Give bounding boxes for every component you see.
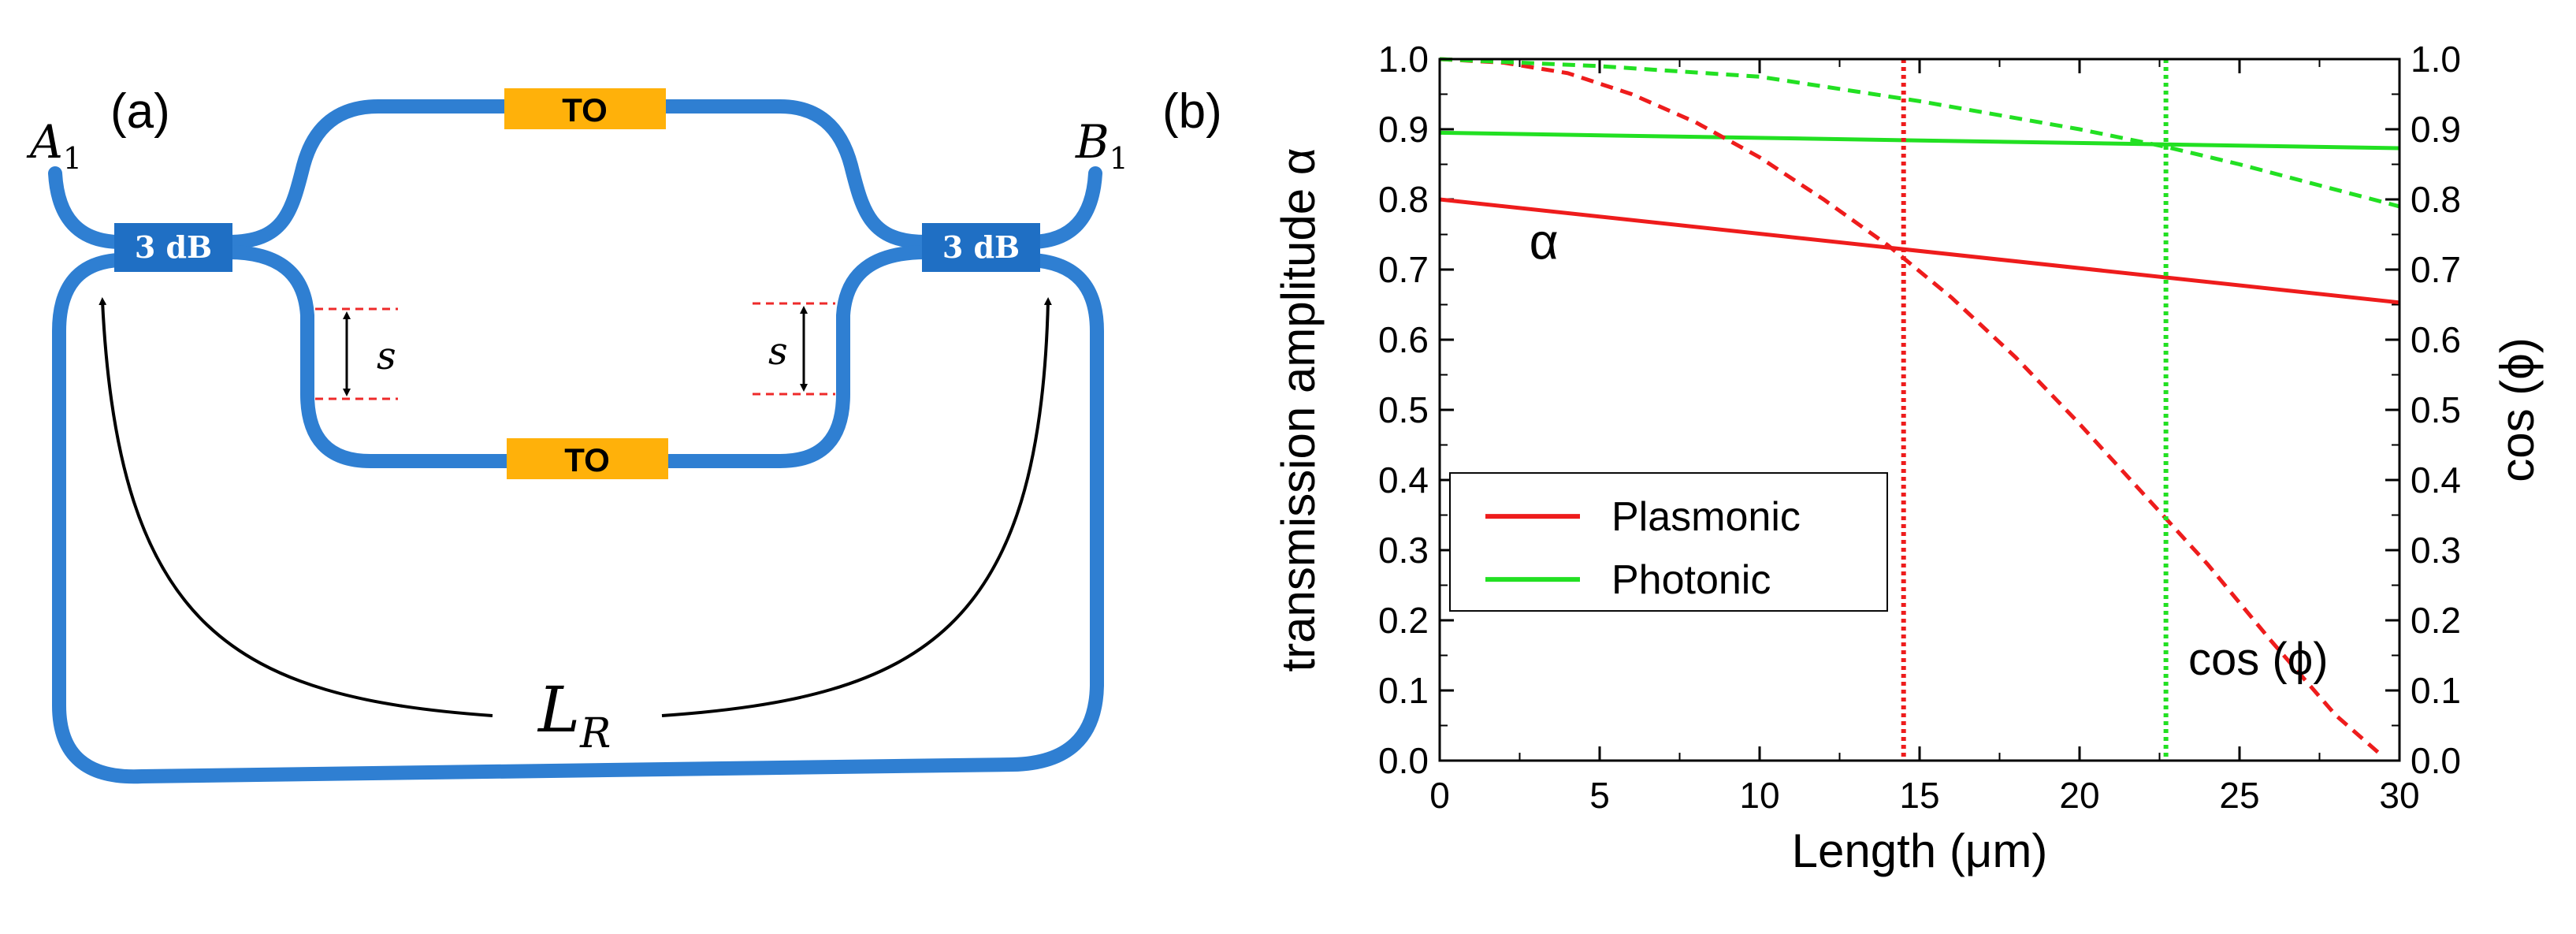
y-tick-label-right: 0.3 [2411, 530, 2461, 571]
coupler-left: 3 dB [114, 223, 232, 272]
y-tick-label-right: 0.6 [2411, 319, 2461, 360]
legend: Plasmonic Photonic [1449, 472, 1888, 612]
series-line-1 [1439, 130, 2400, 151]
offset-marker-right: s [753, 302, 835, 396]
port-b1-label: B1 [1075, 115, 1128, 176]
y-tick-label-right: 0.8 [2411, 179, 2461, 220]
series-line-2 [1439, 57, 2385, 759]
x-tick-label: 20 [2059, 775, 2099, 816]
y-tick-label-left: 0.7 [1378, 249, 1429, 290]
chart-tick-labels: 0 5 10 15 20 25 300.0 0.00.1 0.10.2 0.20.3 0.30.4 0… [1378, 39, 2461, 816]
waveguide-input-a1 [48, 166, 125, 249]
heater-bottom: TO [507, 438, 668, 479]
series-line-0 [1439, 197, 2400, 305]
y-tick-label-left: 0.3 [1378, 530, 1429, 571]
heater-top: TO [504, 88, 666, 129]
offset-label-left: s [377, 334, 396, 378]
legend-entry-plasmonic: Plasmonic [1611, 494, 1801, 540]
y-tick-label-left: 0.0 [1378, 740, 1429, 781]
x-tick-label: 15 [1899, 775, 1939, 816]
y-tick-label-left: 1.0 [1378, 39, 1429, 80]
panel-a-label: (a) [110, 84, 170, 139]
y-tick-label-left: 0.5 [1378, 389, 1429, 430]
y-tick-label-right: 0.1 [2411, 670, 2461, 711]
y-tick-label-right: 0.2 [2411, 600, 2461, 641]
series-line-3 [1439, 57, 2400, 209]
panel-a-schematic: (a) 3 dB 3 dB TO TO [26, 84, 1128, 784]
y-tick-label-right: 0.0 [2411, 740, 2461, 781]
legend-box [1449, 472, 1888, 612]
waveguide-output-b1 [1025, 166, 1102, 249]
port-a1-label: A1 [26, 115, 82, 176]
length-arrow-right [661, 297, 1052, 717]
y-tick-label-left: 0.6 [1378, 319, 1429, 360]
y-tick-label-left: 0.9 [1378, 109, 1429, 150]
chart-series [1439, 57, 2400, 759]
legend-entry-photonic: Photonic [1611, 557, 1771, 603]
offset-marker-left: s [315, 307, 398, 400]
x-axis-title: Length (μm) [1792, 824, 2048, 877]
panel-b-chart: (b) 0 5 10 15 20 25 300.0 0.00.1 0.10.2 0.20.3 0.3… [1162, 39, 2544, 877]
heater-top-label: TO [562, 91, 608, 128]
y-tick-label-left: 0.8 [1378, 179, 1429, 220]
panel-b-label: (b) [1162, 84, 1222, 139]
x-tick-label: 5 [1589, 775, 1610, 816]
x-tick-label: 0 [1429, 775, 1450, 816]
y-tick-label-right: 0.9 [2411, 109, 2461, 150]
coupler-right-label: 3 dB [942, 229, 1020, 265]
y-axis-title-left: transmission amplitude α [1272, 148, 1325, 672]
y-axis-title-right: cos (ϕ) [2491, 337, 2544, 482]
y-tick-label-right: 0.4 [2411, 460, 2461, 500]
x-tick-label: 25 [2219, 775, 2259, 816]
y-tick-label-left: 0.1 [1378, 670, 1429, 711]
y-tick-label-right: 0.5 [2411, 389, 2461, 430]
y-tick-label-right: 0.7 [2411, 249, 2461, 290]
y-tick-label-right: 1.0 [2411, 39, 2461, 80]
waveguide-lower-arm [221, 245, 933, 468]
waveguide-feedback-loop [52, 253, 1104, 784]
x-tick-label: 10 [1739, 775, 1779, 816]
coupler-left-label: 3 dB [135, 229, 212, 265]
length-arrow-left [99, 297, 493, 717]
chart-markers [1901, 59, 2169, 761]
curve-label-alpha: α [1530, 213, 1559, 270]
plot-frame [1438, 58, 2401, 762]
coupler-right: 3 dB [922, 223, 1040, 272]
curve-label-cos: cos (ϕ) [2188, 634, 2328, 685]
x-tick-label: 30 [2379, 775, 2419, 816]
offset-label-right: s [768, 329, 788, 374]
y-tick-label-left: 0.4 [1378, 460, 1429, 500]
y-tick-label-left: 0.2 [1378, 600, 1429, 641]
length-label: LR [537, 673, 611, 757]
heater-bottom-label: TO [564, 441, 610, 478]
